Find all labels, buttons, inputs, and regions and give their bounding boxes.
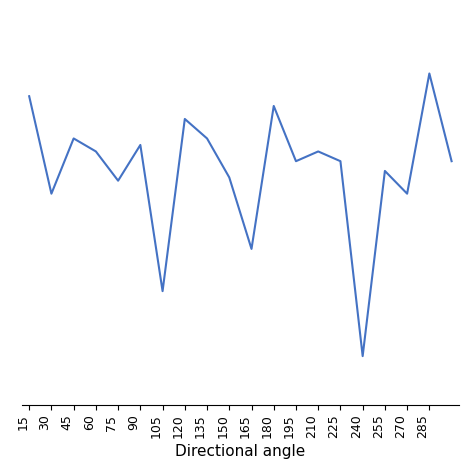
X-axis label: Directional angle: Directional angle (175, 444, 306, 459)
